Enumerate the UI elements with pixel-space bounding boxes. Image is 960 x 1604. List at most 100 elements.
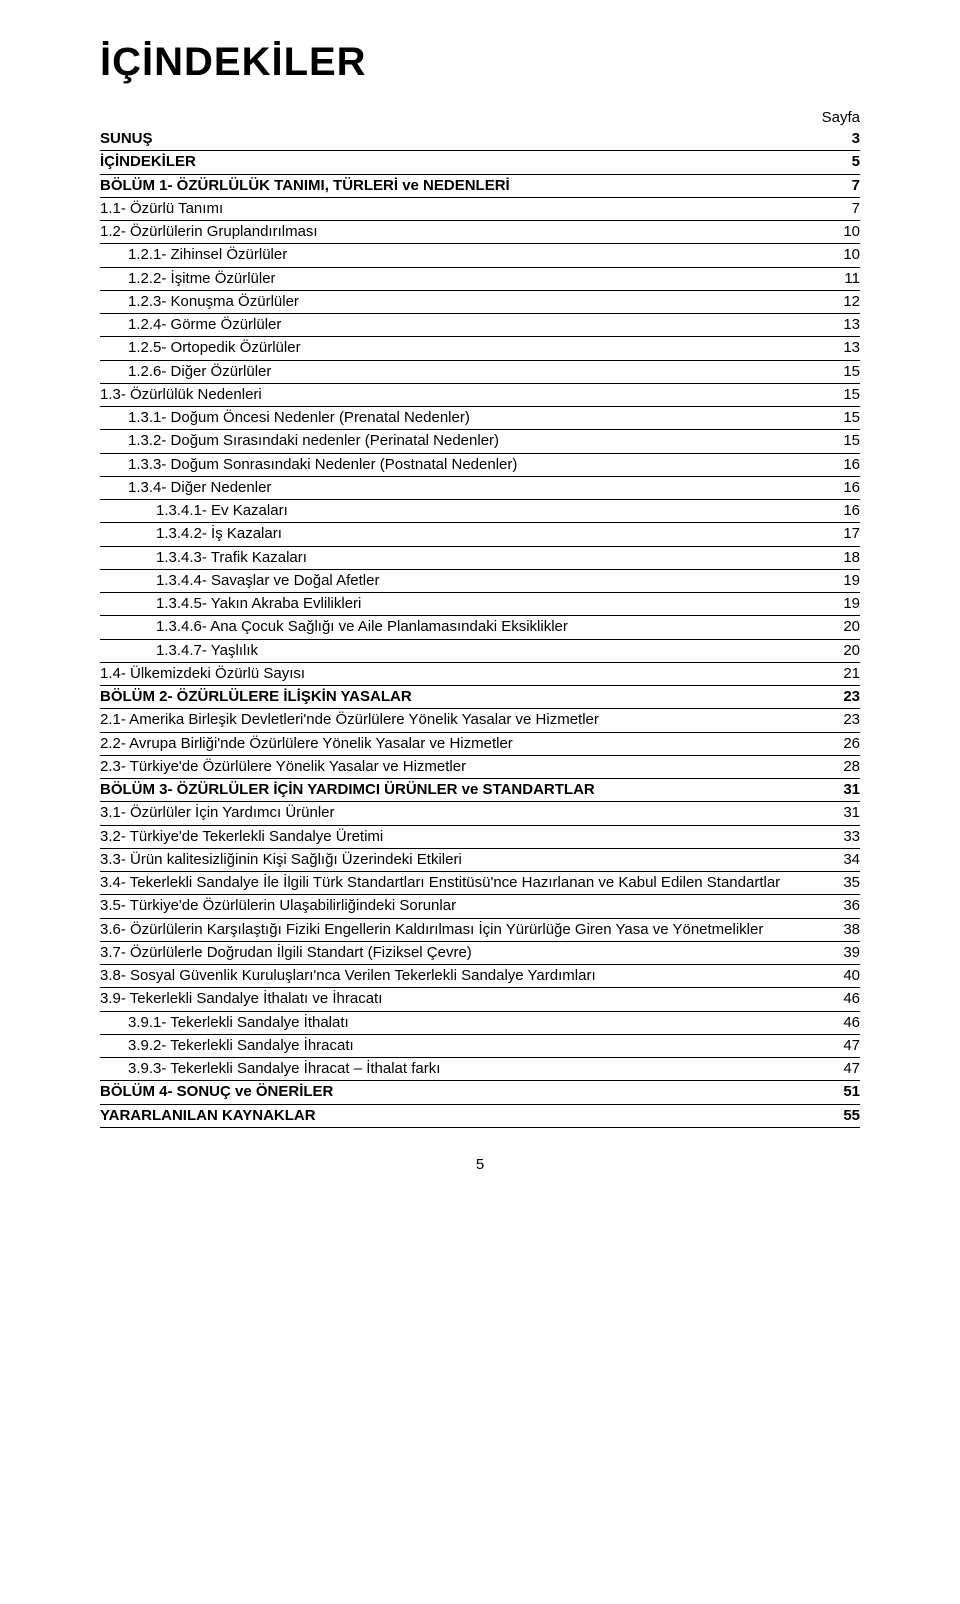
toc-entry-page: 16 — [830, 478, 860, 498]
toc-entry-page: 19 — [830, 594, 860, 614]
toc-entry-label: 1.2- Özürlülerin Gruplandırılması — [100, 222, 830, 242]
toc-entry-page: 21 — [830, 664, 860, 684]
toc-entry-label: 1.2.2- İşitme Özürlüler — [100, 269, 830, 289]
toc-entry-label: 1.3.4.4- Savaşlar ve Doğal Afetler — [100, 571, 830, 591]
toc-row: 1.3.1- Doğum Öncesi Nedenler (Prenatal N… — [100, 407, 860, 430]
toc-entry-page: 3 — [830, 129, 860, 149]
toc-row: 1.3.4.3- Trafik Kazaları18 — [100, 547, 860, 570]
toc-entry-page: 11 — [830, 269, 860, 289]
toc-entry-label: 3.5- Türkiye'de Özürlülerin Ulaşabilirli… — [100, 896, 830, 916]
toc-entry-label: YARARLANILAN KAYNAKLAR — [100, 1106, 830, 1126]
toc-entry-label: 3.3- Ürün kalitesizliğinin Kişi Sağlığı … — [100, 850, 830, 870]
toc-row: 1.3.4.6- Ana Çocuk Sağlığı ve Aile Planl… — [100, 616, 860, 639]
toc-row: 1.3.4.4- Savaşlar ve Doğal Afetler19 — [100, 570, 860, 593]
toc-row: 2.1- Amerika Birleşik Devletleri'nde Özü… — [100, 709, 860, 732]
toc-entry-page: 20 — [830, 617, 860, 637]
toc-row: 3.9- Tekerlekli Sandalye İthalatı ve İhr… — [100, 988, 860, 1011]
toc-entry-label: 3.6- Özürlülerin Karşılaştığı Fiziki Eng… — [100, 920, 830, 940]
toc-entry-label: 1.3.4.7- Yaşlılık — [100, 641, 830, 661]
toc-entry-label: SUNUŞ — [100, 129, 830, 149]
toc-row: 3.9.1- Tekerlekli Sandalye İthalatı46 — [100, 1012, 860, 1035]
toc-entry-page: 51 — [830, 1082, 860, 1102]
toc-entry-label: 1.3.1- Doğum Öncesi Nedenler (Prenatal N… — [100, 408, 830, 428]
toc-entry-page: 17 — [830, 524, 860, 544]
toc-row: 1.3.4- Diğer Nedenler16 — [100, 477, 860, 500]
toc-entry-page: 7 — [830, 176, 860, 196]
toc-row: 1.3.4.7- Yaşlılık20 — [100, 640, 860, 663]
toc-row: 1.2.4- Görme Özürlüler13 — [100, 314, 860, 337]
toc-entry-label: 3.7- Özürlülerle Doğrudan İlgili Standar… — [100, 943, 830, 963]
toc-entry-label: 2.2- Avrupa Birliği'nde Özürlülere Yönel… — [100, 734, 830, 754]
toc-entry-page: 15 — [830, 431, 860, 451]
toc-entry-label: BÖLÜM 2- ÖZÜRLÜLERE İLİŞKİN YASALAR — [100, 687, 830, 707]
toc-entry-page: 46 — [830, 1013, 860, 1033]
toc-row: 3.6- Özürlülerin Karşılaştığı Fiziki Eng… — [100, 919, 860, 942]
toc-entry-label: 1.2.6- Diğer Özürlüler — [100, 362, 830, 382]
toc-entry-page: 23 — [830, 710, 860, 730]
toc-entry-label: 2.1- Amerika Birleşik Devletleri'nde Özü… — [100, 710, 830, 730]
toc-row: 1.2.5- Ortopedik Özürlüler13 — [100, 337, 860, 360]
toc-entry-label: 1.3.3- Doğum Sonrasındaki Nedenler (Post… — [100, 455, 830, 475]
toc-entry-page: 28 — [830, 757, 860, 777]
toc-row: 1.2.6- Diğer Özürlüler15 — [100, 361, 860, 384]
toc-entry-label: BÖLÜM 4- SONUÇ ve ÖNERİLER — [100, 1082, 830, 1102]
page-column-header: Sayfa — [100, 109, 860, 126]
toc-entry-page: 47 — [830, 1059, 860, 1079]
toc-entry-page: 23 — [830, 687, 860, 707]
toc-row: 1.3.4.1- Ev Kazaları16 — [100, 500, 860, 523]
toc-entry-page: 18 — [830, 548, 860, 568]
toc-entry-page: 47 — [830, 1036, 860, 1056]
toc-entry-page: 55 — [830, 1106, 860, 1126]
toc-entry-label: 3.9.2- Tekerlekli Sandalye İhracatı — [100, 1036, 830, 1056]
toc-entry-page: 20 — [830, 641, 860, 661]
toc-entry-label: 3.1- Özürlüler İçin Yardımcı Ürünler — [100, 803, 830, 823]
toc-entry-page: 13 — [830, 315, 860, 335]
toc-entry-page: 15 — [830, 385, 860, 405]
toc-row: BÖLÜM 4- SONUÇ ve ÖNERİLER51 — [100, 1081, 860, 1104]
toc-row: 1.1- Özürlü Tanımı7 — [100, 198, 860, 221]
toc-entry-page: 15 — [830, 408, 860, 428]
toc-row: 3.1- Özürlüler İçin Yardımcı Ürünler31 — [100, 802, 860, 825]
toc-entry-label: 1.3.4.3- Trafik Kazaları — [100, 548, 830, 568]
toc-entry-label: İÇİNDEKİLER — [100, 152, 830, 172]
toc-entry-label: 3.8- Sosyal Güvenlik Kuruluşları'nca Ver… — [100, 966, 830, 986]
toc-row: 1.3.4.5- Yakın Akraba Evlilikleri19 — [100, 593, 860, 616]
toc-entry-page: 10 — [830, 222, 860, 242]
toc-entry-page: 26 — [830, 734, 860, 754]
toc-entry-label: 1.2.3- Konuşma Özürlüler — [100, 292, 830, 312]
toc-row: 3.5- Türkiye'de Özürlülerin Ulaşabilirli… — [100, 895, 860, 918]
toc-row: BÖLÜM 2- ÖZÜRLÜLERE İLİŞKİN YASALAR23 — [100, 686, 860, 709]
toc-entry-label: 1.2.5- Ortopedik Özürlüler — [100, 338, 830, 358]
toc-entry-page: 46 — [830, 989, 860, 1009]
toc-entry-page: 7 — [830, 199, 860, 219]
toc-entry-page: 15 — [830, 362, 860, 382]
toc-entry-page: 34 — [830, 850, 860, 870]
footer-page-number: 5 — [100, 1156, 860, 1173]
toc-row: 1.3- Özürlülük Nedenleri15 — [100, 384, 860, 407]
toc-row: 2.3- Türkiye'de Özürlülere Yönelik Yasal… — [100, 756, 860, 779]
toc-entry-label: 3.4- Tekerlekli Sandalye İle İlgili Türk… — [100, 873, 830, 893]
toc-entry-page: 12 — [830, 292, 860, 312]
toc-row: 3.3- Ürün kalitesizliğinin Kişi Sağlığı … — [100, 849, 860, 872]
document-title: İÇİNDEKİLER — [100, 40, 860, 85]
toc-entry-page: 19 — [830, 571, 860, 591]
toc-row: SUNUŞ3 — [100, 128, 860, 151]
toc-row: BÖLÜM 1- ÖZÜRLÜLÜK TANIMI, TÜRLERİ ve NE… — [100, 175, 860, 198]
toc-entry-page: 40 — [830, 966, 860, 986]
toc-entry-page: 10 — [830, 245, 860, 265]
toc-entry-label: 1.1- Özürlü Tanımı — [100, 199, 830, 219]
toc-row: 1.2.3- Konuşma Özürlüler12 — [100, 291, 860, 314]
toc-entry-label: 3.2- Türkiye'de Tekerlekli Sandalye Üret… — [100, 827, 830, 847]
toc-entry-label: 1.3.4.5- Yakın Akraba Evlilikleri — [100, 594, 830, 614]
toc-entry-page: 31 — [830, 780, 860, 800]
toc-entry-label: 1.3.4- Diğer Nedenler — [100, 478, 830, 498]
toc-row: 1.3.2- Doğum Sırasındaki nedenler (Perin… — [100, 430, 860, 453]
toc-list: SUNUŞ3İÇİNDEKİLER5BÖLÜM 1- ÖZÜRLÜLÜK TAN… — [100, 128, 860, 1128]
toc-entry-label: 1.2.1- Zihinsel Özürlüler — [100, 245, 830, 265]
toc-entry-label: BÖLÜM 1- ÖZÜRLÜLÜK TANIMI, TÜRLERİ ve NE… — [100, 176, 830, 196]
toc-row: 1.3.3- Doğum Sonrasındaki Nedenler (Post… — [100, 454, 860, 477]
toc-entry-page: 36 — [830, 896, 860, 916]
toc-entry-page: 38 — [830, 920, 860, 940]
toc-entry-label: 1.4- Ülkemizdeki Özürlü Sayısı — [100, 664, 830, 684]
toc-row: 1.2- Özürlülerin Gruplandırılması10 — [100, 221, 860, 244]
